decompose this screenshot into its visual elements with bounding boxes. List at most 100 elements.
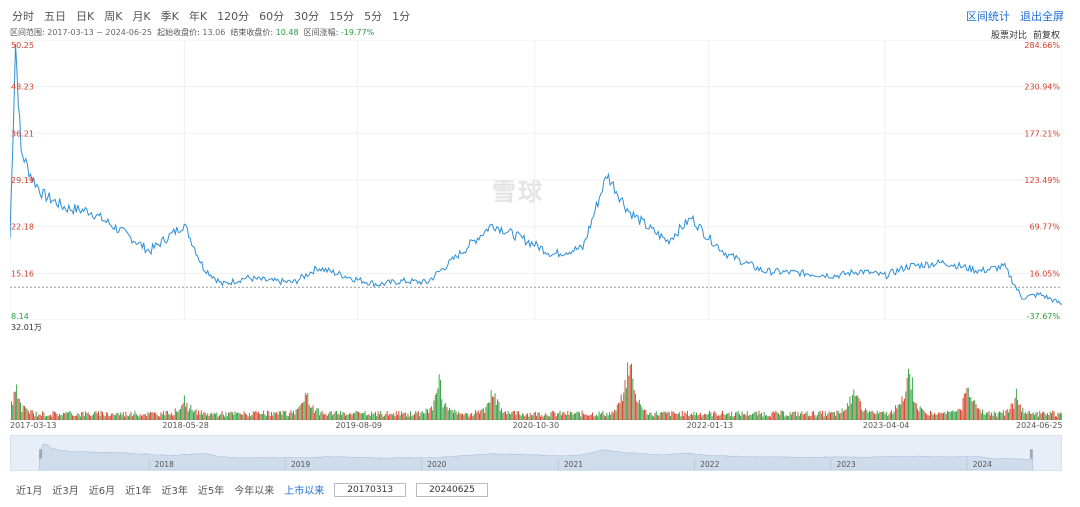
adjust-button[interactable]: 前复权 (1032, 31, 1060, 41)
volume-bar (618, 402, 619, 420)
volume-bar (508, 413, 510, 420)
range-button-6[interactable]: 今年以来 (234, 486, 275, 497)
tab-9[interactable]: 30分 (294, 10, 320, 23)
range-navigator[interactable]: 2018 2019 2020 2021 2022 2023 2024 (10, 435, 1062, 471)
volume-bar (779, 415, 781, 420)
volume-bar (134, 410, 136, 420)
tab-5[interactable]: 季K (160, 10, 179, 23)
volume-bar (395, 411, 397, 420)
volume-bar (65, 412, 67, 420)
navigator-left-handle[interactable] (39, 449, 43, 459)
range-button-2[interactable]: 近6月 (88, 486, 116, 497)
volume-bar (479, 413, 480, 420)
volume-bar (888, 414, 890, 420)
volume-bar (843, 411, 844, 420)
volume-bar (870, 411, 872, 420)
volume-bar (482, 408, 484, 420)
volume-bar (290, 410, 292, 420)
tab-7[interactable]: 120分 (217, 10, 250, 23)
range-button-7[interactable]: 上市以来 (284, 486, 325, 497)
volume-bar (464, 413, 466, 420)
tab-3[interactable]: 周K (104, 10, 123, 23)
volume-bar (696, 412, 697, 420)
volume-bar (170, 412, 172, 420)
volume-bar (836, 410, 838, 420)
volume-bar (670, 416, 671, 420)
volume-bar (433, 400, 435, 420)
volume-bar (957, 409, 959, 420)
tab-4[interactable]: 月K (132, 10, 151, 23)
tab-2[interactable]: 日K (76, 10, 95, 23)
start-date-input[interactable]: 20170313 (334, 482, 407, 497)
volume-bar (137, 415, 138, 420)
range-button-4[interactable]: 近3年 (161, 486, 188, 497)
volume-bar (718, 415, 720, 420)
volume-bar (896, 408, 898, 420)
tab-12[interactable]: 1分 (392, 10, 411, 23)
range-stats-link[interactable]: 区间统计 (966, 10, 1010, 23)
volume-bar (576, 411, 578, 420)
volume-bar (183, 395, 185, 420)
volume-bar (30, 410, 32, 420)
tab-1[interactable]: 五日 (44, 10, 66, 23)
volume-bar (963, 393, 965, 420)
range-button-0[interactable]: 近1月 (16, 486, 43, 497)
volume-bar (991, 412, 993, 420)
range-button-3[interactable]: 近1年 (125, 486, 152, 497)
x-tick-label: 2017-03-13 (10, 421, 57, 430)
price-line-chart[interactable]: 50.25 43.23 36.21 29.19 22.18 15.16 8.14 284.66… (10, 40, 1062, 320)
volume-bar (586, 415, 588, 420)
exit-fullscreen-link[interactable]: 退出全屏 (1020, 10, 1064, 23)
tab-8[interactable]: 60分 (259, 10, 285, 23)
volume-bar (286, 415, 288, 420)
volume-bar (401, 411, 402, 420)
tab-0[interactable]: 分时 (12, 10, 34, 23)
end-date-input[interactable]: 20240625 (416, 482, 488, 497)
volume-bar (492, 396, 493, 420)
volume-bar (143, 414, 145, 420)
volume-bar (729, 416, 731, 420)
volume-bar (11, 401, 12, 420)
tab-6[interactable]: 年K (188, 10, 208, 23)
pct-tick-label: 284.66% (1024, 41, 1060, 50)
volume-bar (992, 415, 994, 420)
tab-11[interactable]: 5分 (364, 10, 383, 23)
volume-bar (1023, 413, 1025, 420)
volume-bar (593, 416, 595, 420)
range-button-5[interactable]: 近5年 (197, 486, 225, 497)
volume-bar (941, 413, 943, 420)
volume-bar (638, 399, 640, 420)
volume-bar (898, 403, 900, 420)
volume-bar (641, 407, 643, 420)
volume-bar (720, 413, 722, 420)
volume-bar (934, 413, 935, 420)
volume-bar (420, 412, 422, 420)
volume-bar (131, 416, 133, 420)
volume-bar (531, 415, 532, 420)
volume-bar (871, 410, 873, 420)
volume-bar (1002, 410, 1004, 420)
compare-button[interactable]: 股票对比 (990, 31, 1027, 41)
volume-bar-chart[interactable]: 32.01万 (10, 322, 1062, 420)
volume-bar (419, 416, 421, 420)
volume-bar (365, 415, 367, 420)
volume-bar (260, 413, 262, 420)
volume-bar (1018, 405, 1020, 420)
volume-bar (371, 411, 372, 420)
volume-bar (243, 411, 245, 420)
volume-bar (454, 409, 456, 420)
volume-bar (181, 405, 183, 420)
tab-10[interactable]: 15分 (329, 10, 355, 23)
volume-bar (206, 415, 207, 420)
volume-bar (800, 413, 801, 420)
volume-bar (642, 410, 644, 420)
range-button-1[interactable]: 近3月 (52, 486, 79, 497)
navigator-right-handle[interactable] (1029, 449, 1033, 459)
volume-bar (298, 407, 300, 420)
volume-bar (116, 413, 118, 420)
volume-bar (529, 412, 531, 420)
volume-bar (594, 416, 596, 420)
volume-bar (649, 412, 651, 420)
volume-bar (425, 408, 427, 420)
volume-bar (633, 390, 635, 420)
